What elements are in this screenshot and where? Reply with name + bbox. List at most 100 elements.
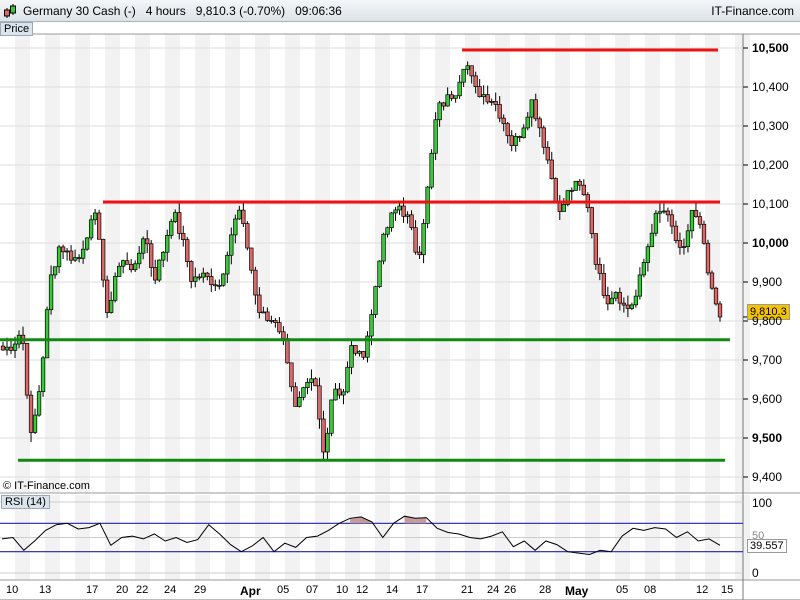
candle: [64, 250, 70, 253]
day-band: [525, 34, 540, 492]
rsi-tick: 50: [752, 530, 765, 542]
candle: [553, 178, 558, 203]
candle: [389, 212, 394, 229]
day-band: [675, 34, 690, 492]
x-tick-label: 24: [487, 584, 500, 596]
x-tick-label: 10: [336, 584, 349, 596]
day-band: [585, 34, 600, 492]
candle: [329, 399, 334, 434]
candle: [369, 314, 374, 337]
candle: [217, 284, 222, 287]
y-tick-label: 10,300: [752, 119, 789, 133]
day-band: [315, 34, 330, 492]
candle: [8, 346, 14, 351]
candle: [44, 309, 50, 359]
candle: [545, 146, 550, 161]
candle: [613, 292, 619, 299]
candle: [125, 260, 130, 265]
candle: [129, 263, 134, 271]
candle: [433, 119, 438, 154]
x-tick-label: 28: [539, 584, 552, 596]
candle: [489, 101, 494, 103]
candle: [393, 209, 398, 214]
candle: [673, 225, 679, 241]
candle: [209, 276, 214, 286]
candle: [4, 346, 10, 351]
candle: [189, 261, 194, 282]
candle: [689, 210, 695, 232]
x-tick-label: 13: [39, 584, 52, 596]
x-tick-label: 14: [386, 584, 399, 596]
candle: [709, 272, 715, 289]
candle: [557, 202, 562, 212]
x-tick-label: 24: [164, 584, 177, 596]
rsi-overbought-fill: [415, 517, 427, 524]
candle: [601, 272, 606, 296]
candle: [173, 212, 178, 222]
candle: [76, 257, 82, 259]
candle: [717, 303, 723, 318]
candle: [201, 272, 206, 278]
candle: [245, 223, 250, 249]
candle: [405, 214, 410, 217]
candle: [413, 227, 418, 253]
candle: [141, 238, 146, 254]
candle: [593, 233, 598, 265]
candle: [177, 212, 182, 234]
day-band: [75, 34, 90, 492]
candle: [569, 190, 574, 192]
candle: [465, 65, 470, 70]
y-tick-label: 10,400: [752, 80, 789, 94]
candle: [537, 118, 542, 129]
candle: [12, 343, 18, 351]
candle: [597, 264, 602, 274]
candle: [665, 210, 671, 216]
candle: [113, 276, 118, 301]
candle: [205, 272, 210, 277]
candle: [225, 254, 230, 275]
candle: [317, 385, 322, 420]
candle: [80, 248, 86, 259]
candle: [645, 246, 651, 263]
x-tick-label: May: [565, 584, 589, 598]
candle: [657, 211, 663, 214]
brand-label: IT-Finance.com: [711, 4, 794, 18]
candle: [461, 68, 466, 83]
candle: [52, 266, 58, 276]
title-bar: Germany 30 Cash (-) 4 hours 9,810.3 (-0.…: [0, 0, 800, 22]
candle: [285, 338, 290, 364]
last-price-badge: 9,810.3: [747, 304, 790, 320]
candle: [193, 276, 198, 282]
candle: [289, 362, 294, 388]
x-tick-label: 05: [277, 584, 290, 596]
candle: [305, 381, 310, 389]
candle: [273, 320, 278, 323]
candle: [121, 260, 126, 267]
y-tick-label: 10,100: [752, 197, 789, 211]
day-band: [615, 34, 630, 492]
candle: [36, 391, 42, 416]
day-band: [165, 34, 180, 492]
watermark: © IT-Finance.com: [3, 480, 90, 492]
candle: [705, 242, 711, 274]
x-tick-label: 07: [306, 584, 319, 596]
candle: [365, 335, 370, 358]
candle: [117, 265, 122, 277]
candle: [457, 81, 462, 97]
candle: [625, 304, 631, 309]
x-tick-label: 08: [644, 584, 657, 596]
candle: [513, 136, 518, 146]
day-band: [255, 34, 270, 492]
candle: [449, 94, 454, 99]
candle: [213, 284, 218, 287]
candle: [149, 243, 154, 268]
candle: [277, 322, 282, 333]
candle: [233, 218, 238, 236]
candle: [56, 246, 62, 268]
x-tick-label: Apr: [240, 584, 261, 598]
candle: [293, 386, 298, 407]
candle: [165, 235, 170, 253]
x-tick-label: 20: [116, 584, 129, 596]
candle: [153, 267, 158, 281]
